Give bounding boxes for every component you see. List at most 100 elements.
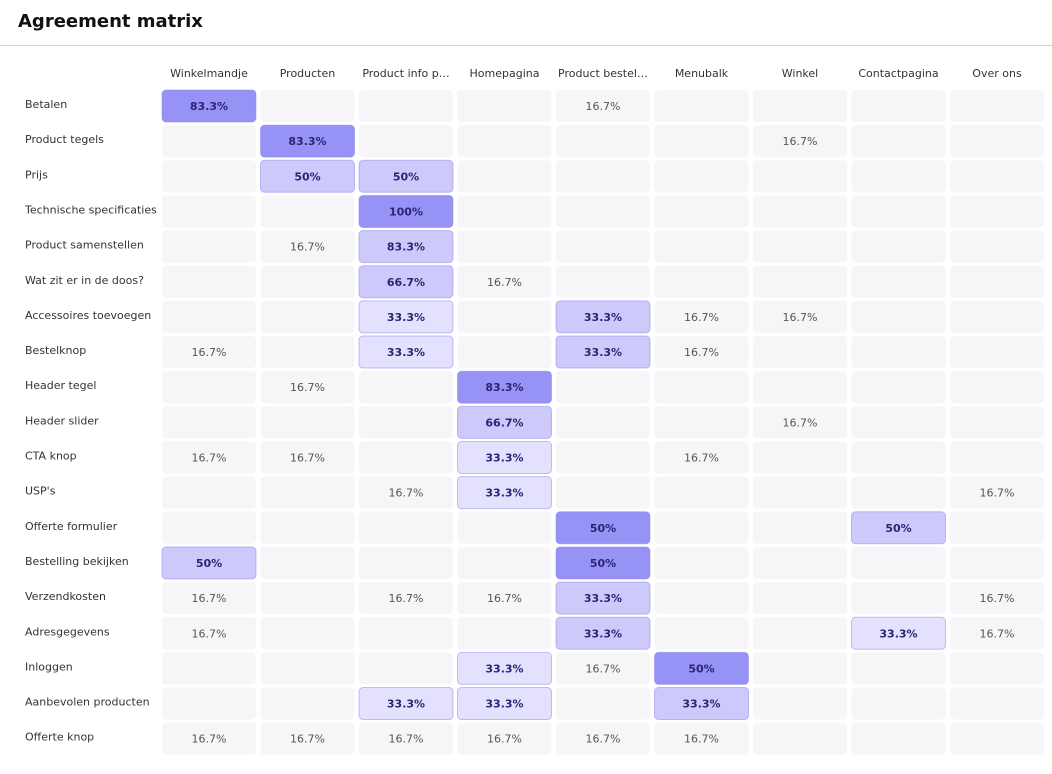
empty-cell	[162, 406, 256, 439]
empty-cell	[950, 546, 1044, 579]
cell-label: 16.7%	[783, 416, 818, 429]
empty-cell	[851, 195, 946, 228]
row-label: Prijs	[25, 168, 48, 181]
cell	[654, 300, 749, 333]
cell	[654, 441, 749, 474]
empty-cell	[950, 687, 1044, 720]
column-label: Product info p…	[362, 67, 449, 80]
empty-cell	[654, 371, 749, 404]
empty-cell	[654, 195, 749, 228]
empty-cell	[457, 125, 552, 158]
empty-cell	[260, 90, 355, 122]
cell	[358, 230, 454, 264]
cell-label: 16.7%	[389, 733, 424, 746]
empty-cell	[556, 687, 650, 720]
empty-cell	[359, 90, 453, 122]
empty-cell	[950, 441, 1044, 474]
empty-cell	[950, 406, 1044, 439]
cell	[457, 722, 552, 755]
empty-cell	[654, 265, 749, 298]
empty-cell	[753, 617, 847, 650]
empty-cell	[162, 300, 256, 333]
empty-cell	[851, 546, 946, 579]
cell	[359, 722, 453, 755]
empty-cell	[359, 511, 453, 544]
cell-label: 16.7%	[192, 452, 227, 465]
empty-cell	[162, 371, 256, 404]
empty-cell	[162, 265, 256, 298]
column-label: Winkelmandje	[170, 67, 248, 80]
empty-cell	[457, 90, 552, 122]
cell	[359, 476, 453, 509]
cell	[260, 230, 355, 263]
cell	[851, 616, 946, 650]
cell	[358, 194, 454, 228]
cell	[753, 406, 847, 439]
row-label: Header tegel	[25, 379, 96, 392]
empty-cell	[162, 687, 256, 720]
empty-cell	[556, 230, 650, 263]
cell	[162, 722, 256, 755]
empty-cell	[654, 406, 749, 439]
empty-cell	[753, 90, 847, 122]
cell	[556, 722, 650, 755]
cell	[654, 722, 749, 755]
row-label: Betalen	[25, 98, 67, 111]
cell-label: 16.7%	[586, 100, 621, 113]
cell-label: 50%	[196, 557, 222, 570]
cell-label: 33.3%	[682, 698, 720, 711]
empty-cell	[162, 125, 256, 158]
empty-cell	[753, 722, 847, 755]
empty-cell	[260, 617, 355, 650]
empty-cell	[359, 406, 453, 439]
row-label: Aanbevolen producten	[25, 696, 150, 709]
empty-cell	[162, 652, 256, 685]
cell-label: 16.7%	[192, 733, 227, 746]
cell	[556, 90, 650, 122]
cell	[161, 546, 257, 580]
cell	[457, 476, 552, 510]
empty-cell	[457, 511, 552, 544]
empty-cell	[851, 125, 946, 158]
cell	[950, 582, 1044, 615]
empty-cell	[950, 336, 1044, 369]
cell-label: 33.3%	[485, 487, 523, 500]
row-label: Technische specificaties	[24, 203, 157, 216]
empty-cell	[851, 441, 946, 474]
cell	[457, 441, 552, 474]
empty-cell	[753, 687, 847, 720]
empty-cell	[851, 722, 946, 755]
empty-cell	[260, 336, 355, 369]
empty-cell	[851, 476, 946, 509]
cell	[162, 582, 256, 615]
cell-label: 16.7%	[389, 592, 424, 605]
cell	[457, 651, 552, 685]
empty-cell	[162, 230, 256, 263]
cell-label: 33.3%	[879, 627, 917, 640]
empty-cell	[851, 406, 946, 439]
empty-cell	[851, 90, 946, 122]
column-label: Product bestel…	[558, 67, 648, 80]
column-label: Winkel	[782, 67, 818, 80]
empty-cell	[556, 371, 650, 404]
cell-label: 16.7%	[684, 452, 719, 465]
empty-cell	[359, 125, 453, 158]
cell-label: 33.3%	[485, 698, 523, 711]
row-label: Bestelling bekijken	[25, 555, 129, 568]
column-label: Over ons	[972, 67, 1022, 80]
empty-cell	[950, 652, 1044, 685]
cell-label: 50%	[590, 522, 616, 535]
empty-cell	[359, 652, 453, 685]
row-label: Accessoires toevoegen	[25, 309, 151, 322]
empty-cell	[359, 617, 453, 650]
cell	[654, 336, 749, 369]
empty-cell	[950, 125, 1044, 158]
cell-label: 16.7%	[980, 627, 1015, 640]
cell-label: 16.7%	[192, 346, 227, 359]
cell-label: 16.7%	[684, 346, 719, 359]
empty-cell	[457, 546, 552, 579]
empty-cell	[260, 300, 355, 333]
empty-cell	[359, 371, 453, 404]
empty-cell	[654, 546, 749, 579]
